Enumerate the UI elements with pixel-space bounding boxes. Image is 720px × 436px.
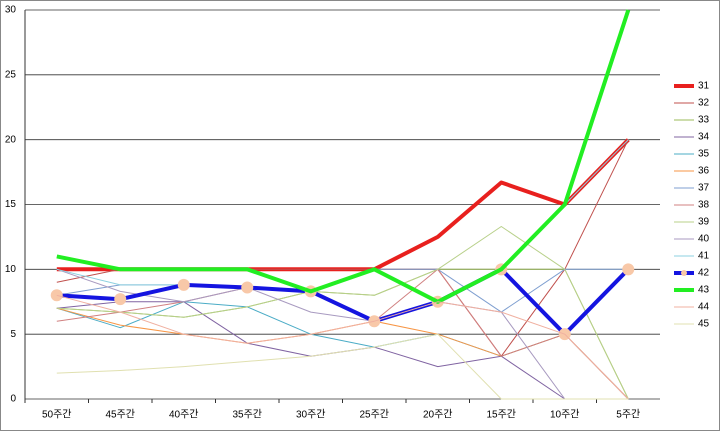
point-marker	[50, 289, 63, 302]
x-tick-label: 25주간	[359, 409, 389, 421]
x-tick-label: 45주간	[105, 409, 135, 421]
x-tick-label: 35주간	[232, 409, 262, 421]
legend-label: 34	[698, 132, 710, 143]
legend-label: 32	[698, 98, 710, 109]
x-tick-label: 15주간	[486, 409, 516, 421]
series-line	[56, 226, 629, 400]
legend-label: 43	[698, 285, 710, 296]
legend-label: 39	[698, 217, 710, 228]
series-line	[56, 9, 631, 304]
y-tick-label: 15	[5, 199, 17, 210]
legend-label: 42	[698, 268, 710, 279]
x-tick-label: 20주간	[423, 409, 453, 421]
x-tick-label: 40주간	[169, 409, 199, 421]
x-tick-label: 30주간	[296, 409, 326, 421]
legend-label: 38	[698, 200, 710, 211]
series-line	[56, 268, 629, 400]
point-marker	[114, 293, 127, 306]
point-marker	[241, 281, 254, 294]
point-marker	[622, 263, 635, 276]
y-tick-label: 30	[5, 5, 17, 16]
series-line	[56, 267, 630, 337]
legend-label: 35	[698, 149, 710, 160]
legend-label: 41	[698, 251, 710, 262]
y-tick-label: 10	[5, 264, 17, 275]
legend-label: 37	[698, 183, 710, 194]
y-tick-label: 20	[5, 134, 17, 145]
legend-label: 33	[698, 115, 710, 126]
x-tick-label: 5주간	[616, 409, 640, 421]
y-tick-label: 25	[5, 69, 17, 80]
y-tick-label: 5	[10, 329, 16, 340]
x-tick-label: 50주간	[42, 409, 72, 421]
legend-label: 44	[698, 302, 710, 313]
y-tick-label: 0	[10, 394, 16, 405]
legend-label: 45	[698, 319, 710, 330]
legend-label: 40	[698, 234, 710, 245]
legend-marker	[681, 270, 687, 276]
legend-label: 31	[698, 81, 710, 92]
legend-label: 36	[698, 166, 710, 177]
x-tick-label: 10주간	[550, 409, 580, 421]
series-line	[56, 333, 629, 400]
series-line	[56, 294, 629, 400]
point-marker	[177, 278, 190, 291]
